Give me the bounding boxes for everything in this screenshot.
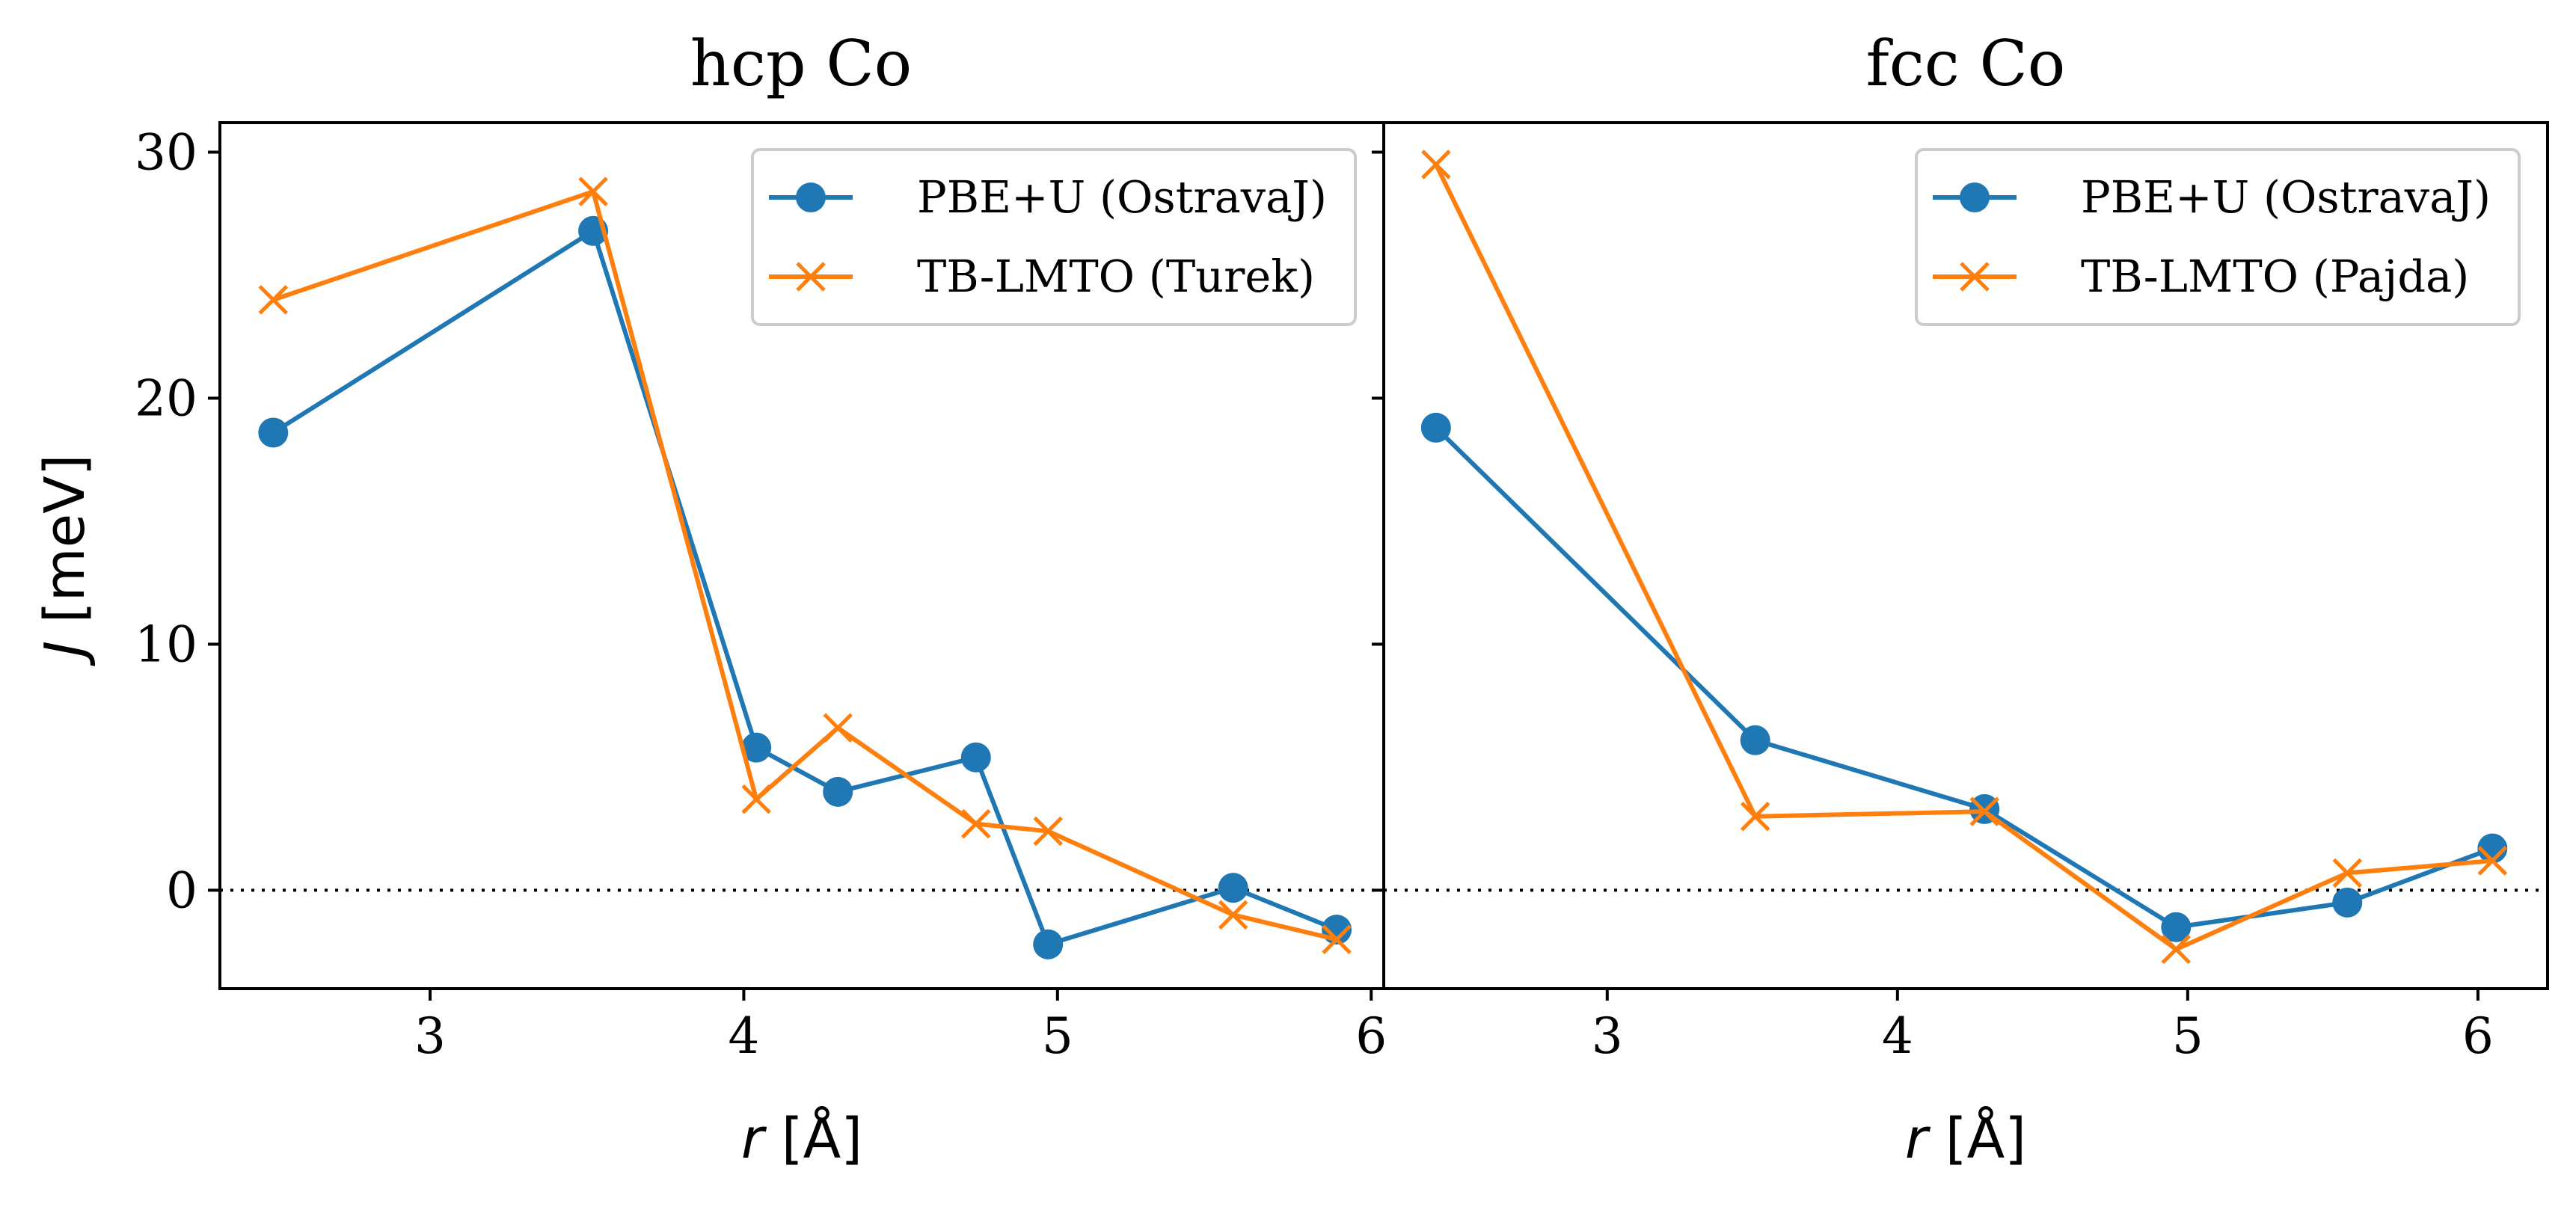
- legend-hcp: PBE+U (OstravaJ) TB-LMTO (Turek): [751, 148, 1357, 326]
- data-point-x: [2161, 934, 2192, 965]
- legend-fcc: PBE+U (OstravaJ) TB-LMTO (Pajda): [1915, 148, 2521, 326]
- series-line-1: [1434, 426, 2494, 930]
- y-tick-label: 30: [135, 123, 197, 181]
- data-point-x: [578, 176, 608, 206]
- data-point-circle: [741, 732, 772, 763]
- panel-title-fcc: fcc Co: [1866, 27, 2066, 100]
- x-axis-label-hcp: r [Å]: [741, 1105, 862, 1171]
- data-point-circle: [2161, 912, 2192, 942]
- legend-label-2: TB-LMTO (Pajda): [2081, 251, 2469, 302]
- x-ticks-hcp: 3 4 5 6: [414, 989, 1387, 1065]
- x-tick-label: 6: [1355, 1007, 1387, 1065]
- series-line-2: [1434, 163, 2493, 952]
- data-point-x: [961, 808, 991, 839]
- data-point-x: [1969, 796, 1999, 826]
- data-point-circle: [2332, 887, 2363, 918]
- data-point-x: [741, 784, 771, 814]
- y-ticks-hcp: 0 10 20 30: [135, 123, 220, 919]
- panel-fcc: fcc Co 3 4 5 6 PBE+U (OstravaJ) TB-LMTO (Paj…: [1372, 27, 2549, 1171]
- x-axis-label-fcc: r [Å]: [1905, 1105, 2026, 1171]
- y-ticks-fcc: [1372, 150, 1384, 892]
- data-point-x: [2332, 858, 2363, 888]
- data-point-circle: [1740, 725, 1770, 755]
- data-point-x: [1421, 150, 1451, 179]
- series-group-hcp: [258, 176, 1352, 959]
- data-point-circle: [1420, 412, 1451, 443]
- panel-title-hcp: hcp Co: [690, 27, 912, 100]
- data-point-x: [1218, 900, 1248, 930]
- y-tick-label: 0: [166, 862, 197, 919]
- data-point-x: [258, 285, 289, 315]
- legend-marker-x: [1960, 262, 1990, 292]
- data-point-x: [1740, 801, 1770, 832]
- plot-frame-fcc: [1382, 121, 2549, 990]
- x-tick-label: 3: [414, 1007, 446, 1065]
- data-point-circle: [960, 742, 991, 773]
- panel-hcp: hcp Co 3 4 5 6 0 10 20 30 PBE+U (OstravaJ) TB-L…: [33, 27, 1387, 1171]
- series-line-1: [272, 228, 1338, 947]
- y-axis-label: J [meV]: [33, 454, 97, 666]
- legend-marker-circle: [1960, 182, 1990, 212]
- legend-box: [751, 148, 1357, 326]
- x-tick-label: 6: [2462, 1007, 2494, 1065]
- legend-box: [1915, 148, 2521, 326]
- data-point-x: [1033, 816, 1064, 847]
- data-point-circle: [1218, 873, 1248, 903]
- data-point-circle: [258, 417, 289, 448]
- y-tick-label: 20: [135, 369, 197, 427]
- series-group-fcc: [1420, 150, 2508, 965]
- x-ticks-fcc: 3 4 5 6: [1592, 989, 2494, 1065]
- x-tick-label: 5: [2172, 1007, 2204, 1065]
- data-point-x: [823, 713, 853, 743]
- x-tick-label: 5: [1042, 1007, 1073, 1065]
- y-tick-label: 10: [135, 615, 197, 673]
- legend-marker-circle: [796, 182, 826, 212]
- data-point-circle: [2477, 833, 2508, 864]
- x-tick-label: 3: [1592, 1007, 1623, 1065]
- data-point-x: [1322, 924, 1352, 954]
- data-point-circle: [823, 776, 853, 807]
- legend-label-2: TB-LMTO (Turek): [917, 251, 1315, 302]
- data-point-circle: [1033, 929, 1064, 959]
- legend-label-1: PBE+U (OstravaJ): [917, 171, 1327, 223]
- data-point-x: [2477, 846, 2508, 876]
- x-tick-label: 4: [1882, 1007, 1913, 1065]
- legend-marker-x: [796, 262, 826, 292]
- series-line-2: [272, 189, 1337, 942]
- legend-label-1: PBE+U (OstravaJ): [2081, 171, 2491, 223]
- x-tick-label: 4: [728, 1007, 759, 1065]
